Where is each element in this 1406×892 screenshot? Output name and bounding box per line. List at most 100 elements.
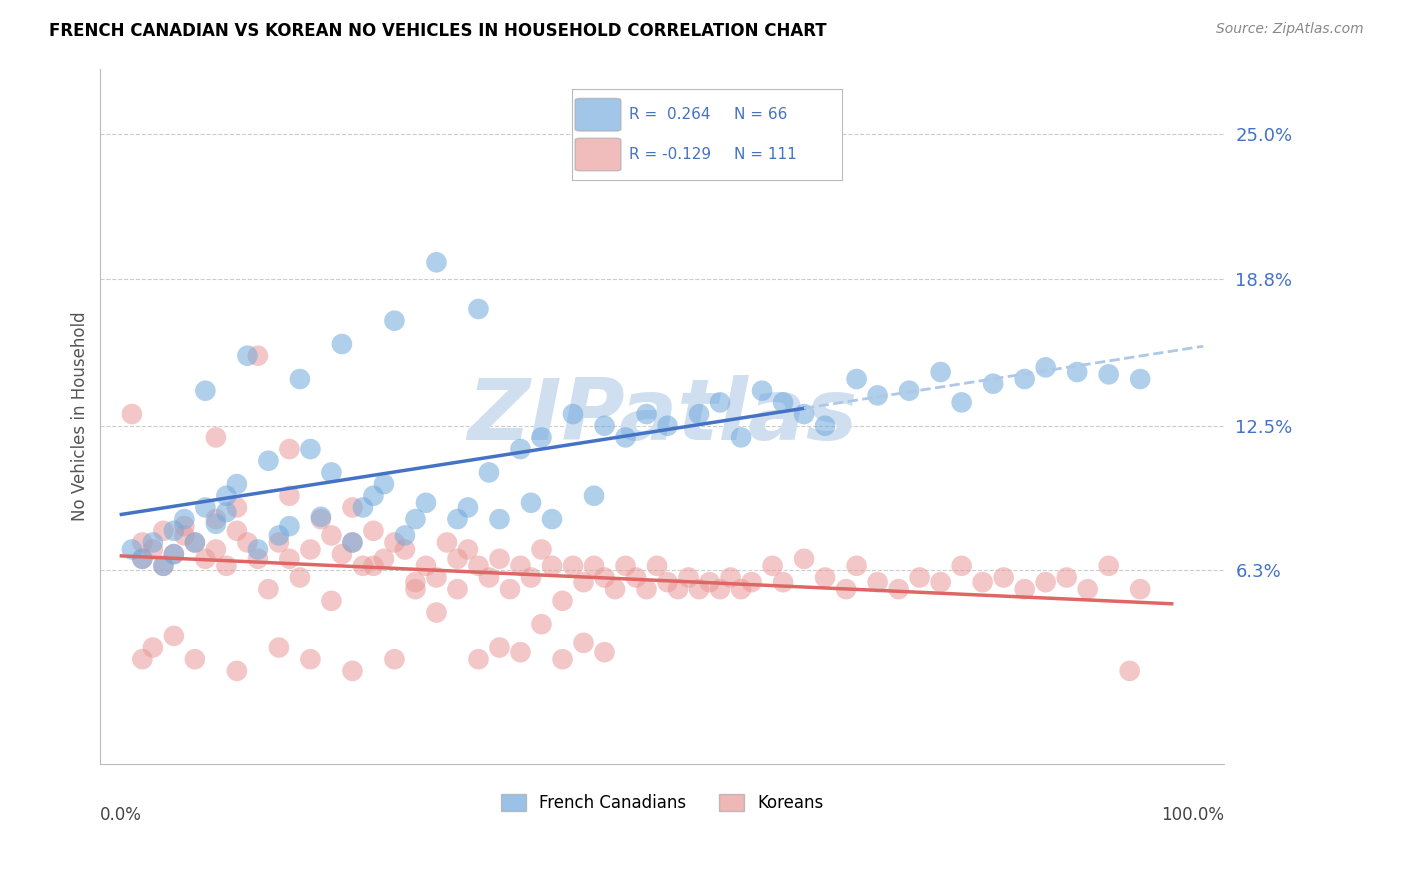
- Point: [342, 500, 364, 515]
- Point: [562, 407, 585, 421]
- Point: [530, 542, 553, 557]
- Point: [488, 512, 510, 526]
- Point: [257, 454, 280, 468]
- Point: [205, 542, 228, 557]
- Point: [1077, 582, 1099, 596]
- Point: [142, 535, 165, 549]
- Point: [730, 582, 752, 596]
- Point: [845, 372, 868, 386]
- Point: [509, 558, 531, 573]
- Point: [772, 395, 794, 409]
- Point: [866, 575, 889, 590]
- Point: [603, 582, 626, 596]
- Point: [257, 582, 280, 596]
- Point: [278, 519, 301, 533]
- Point: [593, 418, 616, 433]
- Point: [173, 519, 195, 533]
- Point: [152, 558, 174, 573]
- Point: [131, 652, 153, 666]
- Point: [309, 512, 332, 526]
- Point: [835, 582, 858, 596]
- Point: [425, 570, 447, 584]
- Point: [446, 512, 468, 526]
- Point: [688, 407, 710, 421]
- Point: [908, 570, 931, 584]
- Point: [152, 524, 174, 538]
- Point: [950, 395, 973, 409]
- Point: [551, 594, 574, 608]
- Point: [121, 407, 143, 421]
- Point: [761, 558, 783, 573]
- Point: [929, 575, 952, 590]
- Point: [467, 558, 489, 573]
- Point: [215, 505, 238, 519]
- Point: [205, 430, 228, 444]
- Point: [236, 349, 259, 363]
- Point: [1118, 664, 1140, 678]
- Point: [215, 489, 238, 503]
- Point: [467, 301, 489, 316]
- Point: [299, 542, 322, 557]
- Point: [1056, 570, 1078, 584]
- Point: [163, 629, 186, 643]
- Point: [205, 512, 228, 526]
- Point: [309, 509, 332, 524]
- Point: [793, 551, 815, 566]
- Point: [352, 558, 374, 573]
- Point: [415, 496, 437, 510]
- Point: [467, 652, 489, 666]
- Point: [342, 535, 364, 549]
- Point: [509, 442, 531, 456]
- Point: [278, 442, 301, 456]
- Point: [520, 496, 543, 510]
- Point: [1129, 582, 1152, 596]
- Point: [225, 664, 247, 678]
- Point: [173, 528, 195, 542]
- Point: [384, 313, 406, 327]
- Point: [457, 542, 479, 557]
- Point: [267, 528, 290, 542]
- Point: [415, 558, 437, 573]
- Point: [887, 582, 910, 596]
- Text: ZIPatlas: ZIPatlas: [467, 375, 858, 458]
- Point: [446, 582, 468, 596]
- Point: [709, 582, 731, 596]
- Point: [636, 407, 658, 421]
- Point: [267, 640, 290, 655]
- Point: [509, 645, 531, 659]
- Point: [845, 558, 868, 573]
- Point: [299, 652, 322, 666]
- Text: FRENCH CANADIAN VS KOREAN NO VEHICLES IN HOUSEHOLD CORRELATION CHART: FRENCH CANADIAN VS KOREAN NO VEHICLES IN…: [49, 22, 827, 40]
- Text: 100.0%: 100.0%: [1161, 806, 1225, 824]
- Point: [321, 594, 343, 608]
- Point: [793, 407, 815, 421]
- Point: [593, 570, 616, 584]
- Point: [278, 489, 301, 503]
- Point: [1129, 372, 1152, 386]
- Point: [373, 477, 395, 491]
- Point: [152, 558, 174, 573]
- Point: [163, 547, 186, 561]
- Point: [163, 524, 186, 538]
- Point: [194, 500, 217, 515]
- Point: [363, 489, 385, 503]
- Point: [709, 395, 731, 409]
- Point: [194, 551, 217, 566]
- Point: [551, 652, 574, 666]
- Text: 0.0%: 0.0%: [100, 806, 142, 824]
- Point: [929, 365, 952, 379]
- Point: [457, 500, 479, 515]
- Point: [657, 575, 679, 590]
- Point: [814, 570, 837, 584]
- Point: [950, 558, 973, 573]
- Point: [1014, 372, 1036, 386]
- Point: [972, 575, 994, 590]
- Point: [981, 376, 1004, 391]
- Point: [530, 430, 553, 444]
- Point: [215, 558, 238, 573]
- Point: [772, 575, 794, 590]
- Point: [131, 551, 153, 566]
- Point: [363, 558, 385, 573]
- Point: [246, 349, 269, 363]
- Y-axis label: No Vehicles in Household: No Vehicles in Household: [72, 311, 89, 521]
